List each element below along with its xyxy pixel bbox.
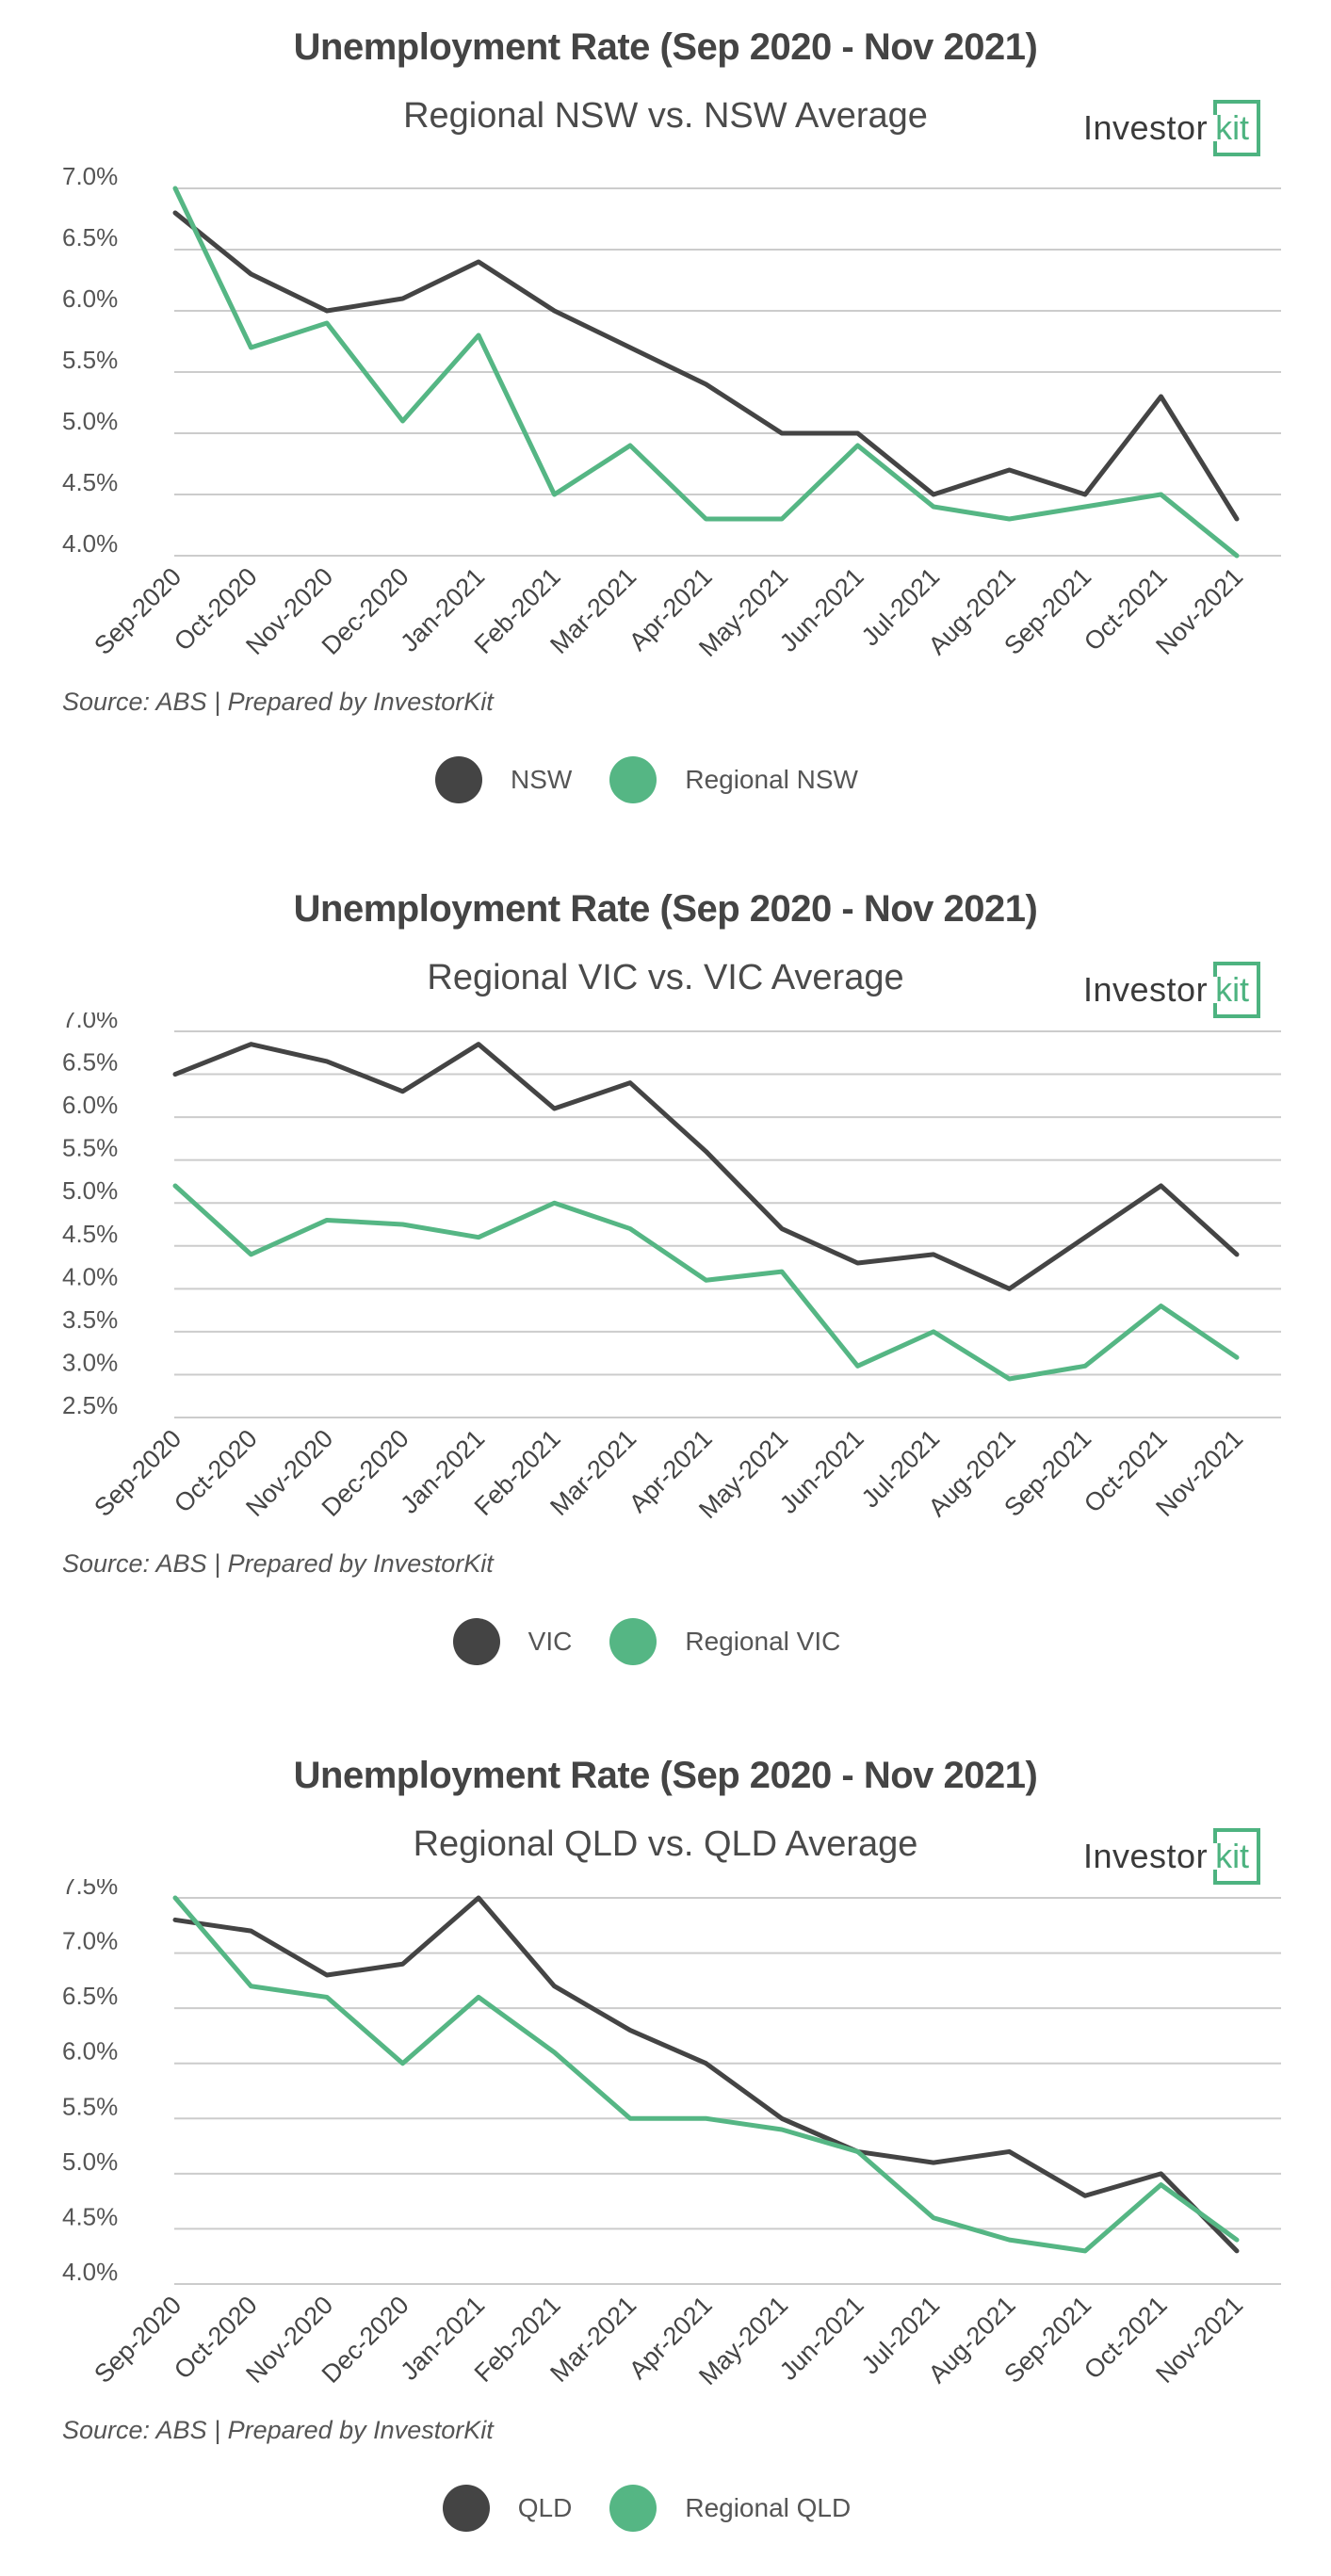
- logo-kit-text: kit: [1215, 108, 1250, 147]
- logo-kit-text: kit: [1215, 1837, 1250, 1875]
- y-tick-label: 2.5%: [62, 1391, 118, 1419]
- chart-panel-vic: Unemployment Rate (Sep 2020 - Nov 2021) …: [0, 862, 1331, 1709]
- y-tick-label: 6.5%: [62, 223, 118, 251]
- y-tick-label: 5.5%: [62, 2092, 118, 2120]
- x-tick-label: Sep-2020: [89, 2291, 187, 2389]
- y-tick-label: 4.5%: [62, 2202, 118, 2230]
- chart-subtitle: Regional VIC vs. VIC Average: [427, 958, 904, 997]
- series-line-vic: [172, 1042, 1240, 1291]
- x-tick-label: Jun-2021: [774, 562, 869, 657]
- x-tick-label: Sep-2020: [89, 562, 187, 660]
- line-chart-nsw: 7.0%6.5%6.0%5.5%5.0%4.5%4.0%Sep-2020Oct-…: [62, 162, 1281, 662]
- chart-source-note: Source: ABS | Prepared by InvestorKit: [62, 1549, 494, 1578]
- y-tick-label: 3.5%: [62, 1305, 118, 1334]
- legend-swatch-qld: [442, 2485, 490, 2532]
- logo-text: Investor: [1083, 970, 1209, 1009]
- chart-panel-nsw: Unemployment Rate (Sep 2020 - Nov 2021) …: [0, 0, 1331, 848]
- logo-kit-text: kit: [1215, 970, 1250, 1009]
- chart-subtitle: Regional QLD vs. QLD Average: [413, 1824, 918, 1864]
- y-tick-label: 4.0%: [62, 1262, 118, 1290]
- y-tick-label: 5.0%: [62, 407, 118, 435]
- legend-label-qld: QLD: [517, 2493, 573, 2522]
- legend-swatch-vic: [452, 1618, 500, 1665]
- y-tick-label: 7.0%: [62, 1013, 118, 1033]
- legend-swatch-regional-qld: [609, 2485, 657, 2532]
- legend-label-nsw: NSW: [511, 765, 573, 794]
- legend-label-vic: VIC: [528, 1627, 573, 1656]
- y-tick-label: 4.0%: [62, 529, 118, 558]
- logo-kit-box: kit: [1213, 1828, 1261, 1885]
- chart-title: Unemployment Rate (Sep 2020 - Nov 2021): [293, 888, 1038, 930]
- y-tick-label: 6.0%: [62, 1091, 118, 1119]
- x-tick-label: Jun-2021: [774, 1424, 869, 1519]
- chart-title: Unemployment Rate (Sep 2020 - Nov 2021): [293, 1755, 1038, 1796]
- chart-legend: VIC Regional VIC: [0, 1618, 1331, 1665]
- y-tick-label: 4.5%: [62, 1220, 118, 1248]
- legend-label-regional-vic: Regional VIC: [685, 1627, 841, 1656]
- chart-legend: QLD Regional QLD: [0, 2485, 1331, 2532]
- chart-source-note: Source: ABS | Prepared by InvestorKit: [62, 2416, 494, 2444]
- series-line-nsw: [172, 210, 1240, 522]
- series-line-regional-vic: [172, 1183, 1240, 1382]
- legend-swatch-nsw: [435, 756, 483, 803]
- investorkit-logo: Investor kit: [1083, 1828, 1261, 1885]
- y-tick-label: 6.0%: [62, 284, 118, 313]
- chart-title: Unemployment Rate (Sep 2020 - Nov 2021): [293, 26, 1038, 68]
- x-tick-label: Sep-2020: [89, 1424, 187, 1522]
- chart-subtitle: Regional NSW vs. NSW Average: [403, 96, 928, 136]
- y-tick-label: 3.0%: [62, 1348, 118, 1376]
- y-tick-label: 4.5%: [62, 468, 118, 496]
- logo-kit-box: kit: [1213, 100, 1261, 156]
- legend-swatch-regional-nsw: [609, 756, 657, 803]
- line-chart-vic: 7.0% 6.5% 6.0% 5.5% 5.0% 4.5% 4.0% 3.5% 3.0% 2.5%…: [62, 1013, 1281, 1524]
- y-tick-label: 5.0%: [62, 1176, 118, 1205]
- logo-kit-box: kit: [1213, 962, 1261, 1018]
- y-tick-label: 7.5%: [62, 1879, 118, 1900]
- y-tick-label: 7.0%: [62, 1927, 118, 1955]
- investorkit-logo: Investor kit: [1083, 100, 1261, 156]
- y-tick-label: 4.0%: [62, 2258, 118, 2286]
- legend-swatch-regional-vic: [609, 1618, 657, 1665]
- series-line-regional-qld: [172, 1895, 1240, 2254]
- y-tick-label: 5.5%: [62, 1134, 118, 1162]
- legend-label-regional-nsw: Regional NSW: [685, 765, 858, 794]
- x-tick-label: Jun-2021: [774, 2291, 869, 2386]
- chart-legend: NSW Regional NSW: [0, 756, 1331, 803]
- y-tick-label: 5.0%: [62, 2147, 118, 2176]
- y-tick-label: 5.5%: [62, 346, 118, 374]
- logo-text: Investor: [1083, 108, 1209, 147]
- chart-panel-qld: Unemployment Rate (Sep 2020 - Nov 2021) …: [0, 1728, 1331, 2576]
- series-line-regional-nsw: [172, 186, 1240, 559]
- investorkit-logo: Investor kit: [1083, 962, 1261, 1018]
- legend-label-regional-qld: Regional QLD: [685, 2493, 852, 2522]
- chart-source-note: Source: ABS | Prepared by InvestorKit: [62, 688, 494, 716]
- y-tick-label: 6.0%: [62, 2037, 118, 2066]
- logo-text: Investor: [1083, 1837, 1209, 1875]
- series-line-qld: [172, 1895, 1240, 2254]
- y-tick-label: 6.5%: [62, 1048, 118, 1077]
- line-chart-qld: 7.5% 7.0% 6.5% 6.0% 5.5% 5.0% 4.5% 4.0% Sep-2020…: [62, 1879, 1281, 2390]
- y-tick-label: 7.0%: [62, 162, 118, 190]
- y-tick-label: 6.5%: [62, 1982, 118, 2010]
